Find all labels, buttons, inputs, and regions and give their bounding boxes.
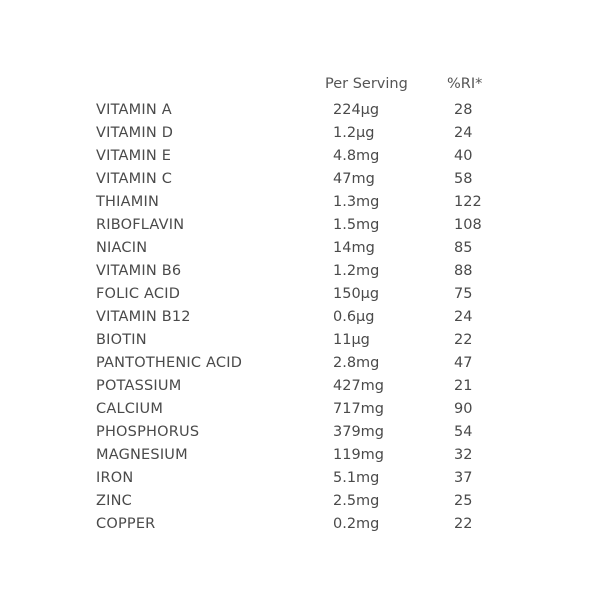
nutrient-name: IRON [96,470,134,486]
nutrient-name: BIOTIN [96,332,147,348]
table-row: RIBOFLAVIN 1.5mg 108 [96,215,516,238]
ri-percentage: 40 [454,148,473,164]
per-serving-amount: 0.2mg [333,516,380,532]
table-row: VITAMIN D 1.2µg 24 [96,123,516,146]
ri-percentage: 54 [454,424,473,440]
nutrient-name: COPPER [96,516,156,532]
ri-percentage: 28 [454,102,473,118]
nutrient-name: VITAMIN A [96,102,172,118]
ri-percentage: 24 [454,125,473,141]
table-row: MAGNESIUM 119mg 32 [96,445,516,468]
per-serving-amount: 11µg [333,332,370,348]
table-body: VITAMIN A 224µg 28 VITAMIN D 1.2µg 24 VITAMIN … [96,100,516,537]
per-serving-amount: 1.2mg [333,263,380,279]
table-header: Per Serving %RI* [96,73,516,97]
nutrient-name: POTASSIUM [96,378,182,394]
per-serving-amount: 47mg [333,171,375,187]
per-serving-amount: 427mg [333,378,385,394]
per-serving-amount: 119mg [333,447,385,463]
ri-percentage: 32 [454,447,473,463]
nutrition-table: Per Serving %RI* VITAMIN A 224µg 28 VITAMIN… [96,73,516,532]
nutrient-name: MAGNESIUM [96,447,188,463]
per-serving-amount: 379mg [333,424,385,440]
nutrient-name: VITAMIN B6 [96,263,182,279]
table-row: VITAMIN B6 1.2mg 88 [96,261,516,284]
per-serving-amount: 5.1mg [333,470,380,486]
table-row: FOLIC ACID 150µg 75 [96,284,516,307]
per-serving-amount: 150µg [333,286,380,302]
table-row: VITAMIN E 4.8mg 40 [96,146,516,169]
ri-percentage: 37 [454,470,473,486]
per-serving-amount: 717mg [333,401,385,417]
ri-percentage: 24 [454,309,473,325]
ri-percentage: 108 [454,217,482,233]
nutrient-name: ZINC [96,493,132,509]
table-row: VITAMIN A 224µg 28 [96,100,516,123]
per-serving-amount: 2.8mg [333,355,380,371]
table-row: NIACIN 14mg 85 [96,238,516,261]
nutrient-name: VITAMIN D [96,125,174,141]
per-serving-amount: 224µg [333,102,380,118]
nutrient-name: PHOSPHORUS [96,424,200,440]
ri-percentage: 85 [454,240,473,256]
ri-percentage: 122 [454,194,482,210]
per-serving-amount: 2.5mg [333,493,380,509]
nutrient-name: VITAMIN E [96,148,172,164]
nutrient-name: NIACIN [96,240,148,256]
table-row: THIAMIN 1.3mg 122 [96,192,516,215]
nutrient-name: PANTOTHENIC ACID [96,355,243,371]
per-serving-amount: 14mg [333,240,375,256]
per-serving-amount: 0.6µg [333,309,375,325]
table-row: BIOTIN 11µg 22 [96,330,516,353]
ri-percentage: 22 [454,332,473,348]
per-serving-amount: 1.2µg [333,125,375,141]
per-serving-header: Per Serving [325,76,408,92]
ri-percentage: 47 [454,355,473,371]
nutrient-name: CALCIUM [96,401,164,417]
table-row: VITAMIN B12 0.6µg 24 [96,307,516,330]
nutrient-name: VITAMIN C [96,171,173,187]
ri-percentage: 58 [454,171,473,187]
table-row: COPPER 0.2mg 22 [96,514,516,537]
ri-percentage: 88 [454,263,473,279]
table-row: PHOSPHORUS 379mg 54 [96,422,516,445]
ri-percentage: 22 [454,516,473,532]
table-row: IRON 5.1mg 37 [96,468,516,491]
ri-percentage: 25 [454,493,473,509]
nutrient-name: FOLIC ACID [96,286,181,302]
ri-header: %RI* [447,76,483,92]
table-row: POTASSIUM 427mg 21 [96,376,516,399]
ri-percentage: 21 [454,378,473,394]
table-row: ZINC 2.5mg 25 [96,491,516,514]
table-row: VITAMIN C 47mg 58 [96,169,516,192]
table-row: PANTOTHENIC ACID 2.8mg 47 [96,353,516,376]
table-row: CALCIUM 717mg 90 [96,399,516,422]
nutrient-name: THIAMIN [96,194,159,210]
per-serving-amount: 1.3mg [333,194,380,210]
ri-percentage: 75 [454,286,473,302]
nutrient-name: RIBOFLAVIN [96,217,185,233]
ri-percentage: 90 [454,401,473,417]
nutrient-name: VITAMIN B12 [96,309,191,325]
per-serving-amount: 1.5mg [333,217,380,233]
per-serving-amount: 4.8mg [333,148,380,164]
